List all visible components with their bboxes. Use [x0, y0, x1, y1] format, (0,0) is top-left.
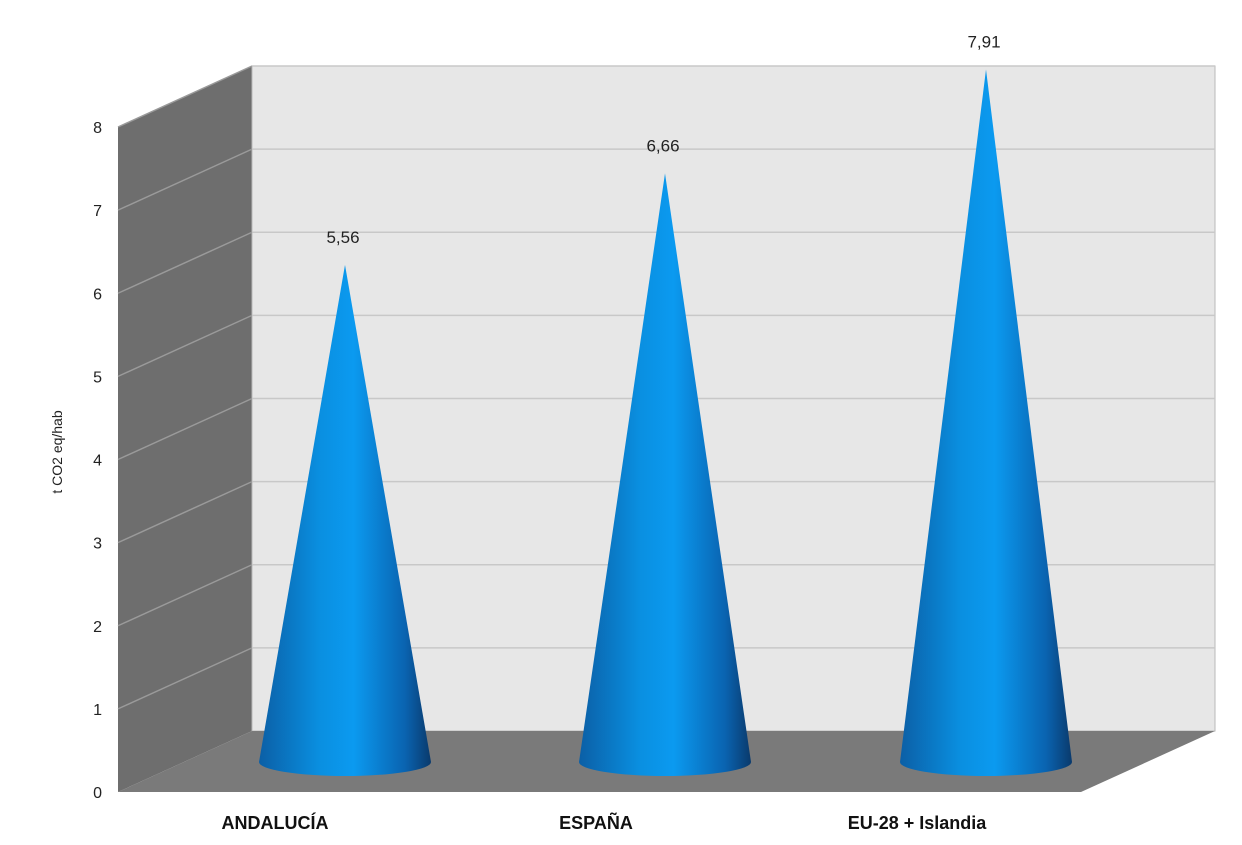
- gridline-side: [117, 480, 253, 544]
- data-label: 6,66: [646, 136, 679, 155]
- y-tick-label: 6: [93, 286, 102, 303]
- gridline-side: [117, 397, 253, 461]
- cone-body: [900, 69, 1072, 776]
- y-tick-label: 2: [93, 619, 102, 636]
- cone-bar: [579, 173, 751, 776]
- y-axis-ticks: 0 1 2 3 4 5 6 7 8: [93, 120, 102, 802]
- y-tick-label: 3: [93, 536, 102, 553]
- x-category-label: EU-28 + Islandia: [848, 813, 988, 833]
- y-tick-label: 0: [93, 785, 102, 802]
- y-tick-label: 7: [93, 203, 102, 220]
- y-tick-label: 8: [93, 120, 102, 137]
- gridline-side: [117, 231, 253, 294]
- cones: 5,56 6,66 7,91: [259, 32, 1072, 776]
- x-axis-labels: ANDALUCÍA ESPAÑA EU-28 + Islandia: [222, 812, 988, 833]
- cone-body: [259, 264, 431, 776]
- data-label: 7,91: [967, 32, 1000, 51]
- y-axis-label: t CO2 eq/hab: [49, 410, 65, 493]
- x-category-label: ANDALUCÍA: [222, 812, 329, 833]
- cone-bar: [900, 69, 1072, 776]
- gridline-side: [117, 148, 253, 211]
- cone-bar: [259, 264, 431, 776]
- gridline-side: [117, 647, 253, 710]
- gridline-side: [117, 65, 253, 128]
- gridline-side: [117, 564, 253, 627]
- x-category-label: ESPAÑA: [559, 812, 633, 833]
- y-tick-label: 4: [93, 453, 102, 470]
- y-tick-label: 5: [93, 369, 102, 386]
- data-label: 5,56: [326, 228, 359, 247]
- y-tick-label: 1: [93, 702, 102, 719]
- cone-body: [579, 173, 751, 776]
- gridline-side: [117, 314, 253, 378]
- gridlines: [117, 65, 1215, 710]
